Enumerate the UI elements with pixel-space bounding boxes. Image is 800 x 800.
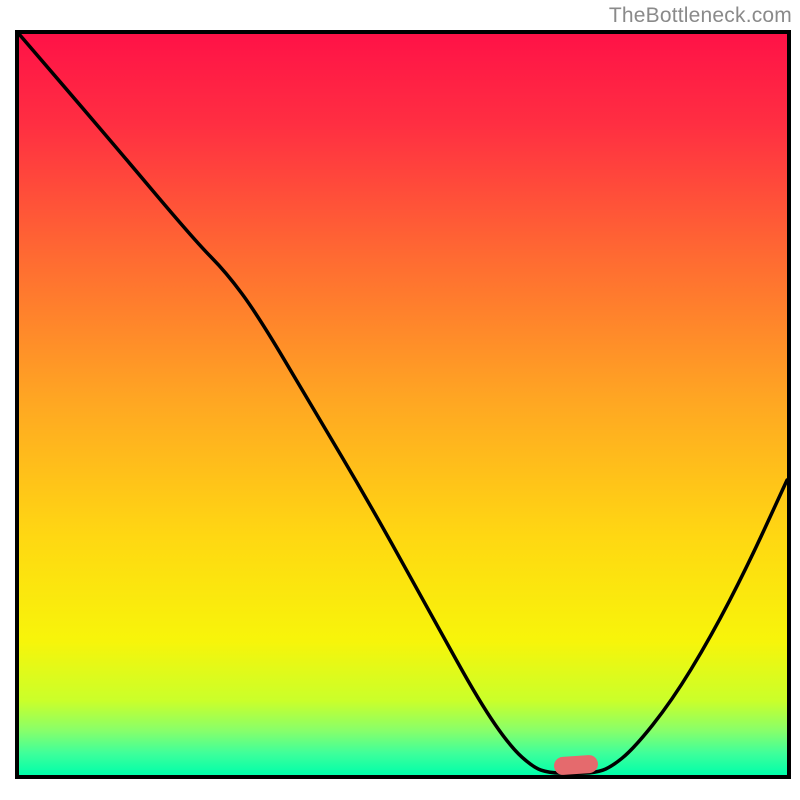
optimum-marker — [553, 754, 598, 775]
watermark-text: TheBottleneck.com — [609, 4, 792, 28]
chart-stage: TheBottleneck.com — [0, 0, 800, 800]
plot-frame-border — [15, 30, 791, 779]
